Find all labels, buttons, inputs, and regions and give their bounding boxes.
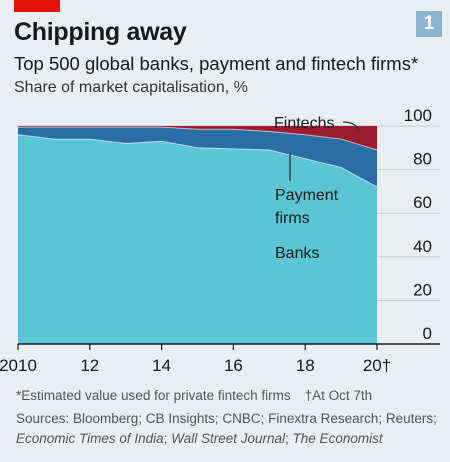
source-separator-1: ; (163, 431, 172, 446)
y-tick-label-100: 100 (404, 106, 432, 125)
chart-areas (17, 126, 378, 344)
layer-boundary-1 (17, 134, 378, 188)
x-tick-label-2014: 14 (152, 356, 171, 375)
x-tick-label-2016: 16 (224, 356, 243, 375)
source-economic-times: Economic Times of India (16, 431, 164, 446)
series-label-payment-firms-line1: Payment (275, 187, 339, 204)
series-label-banks: Banks (275, 245, 319, 262)
fintechs-leader-line (342, 121, 360, 132)
area-fintechs (18, 126, 377, 150)
chart-subtitle: Top 500 global banks, payment and fintec… (14, 53, 419, 74)
layer-boundary-2 (18, 126, 378, 151)
source-the-economist: The Economist (292, 431, 383, 446)
y-tick-label-80: 80 (413, 150, 432, 169)
series-label-payment-firms-line2: firms (275, 210, 310, 227)
footnote-dagger: †At Oct 7th (304, 388, 373, 403)
x-tick-label-2012: 12 (80, 356, 99, 375)
y-tick-label-20: 20 (413, 280, 432, 299)
series-label-fintechs: Fintechs (274, 115, 334, 132)
economist-red-tag (14, 0, 60, 12)
footnote: *Estimated value used for private fintec… (16, 388, 372, 403)
source-wall-street-journal: Wall Street Journal (171, 431, 286, 446)
footnote-estimated: *Estimated value used for private fintec… (16, 388, 291, 403)
chart-number-badge: 1 (416, 11, 442, 37)
area-payment-firms (18, 127, 377, 188)
y-tick-label-0: 0 (423, 324, 432, 343)
chart-title: Chipping away (14, 18, 187, 46)
sources-line2: Economic Times of India; Wall Street Jou… (16, 429, 446, 449)
y-axis-ticks: 0 20 40 60 80 100 (404, 106, 432, 343)
chart-measure-label: Share of market capitalisation, % (14, 79, 248, 96)
y-tick-label-40: 40 (413, 237, 432, 256)
x-tick-label-2010: 2010 (0, 356, 37, 375)
y-tick-label-60: 60 (413, 193, 432, 212)
x-tick-label-2018: 18 (296, 356, 315, 375)
series-labels: Fintechs Payment firms Banks (274, 115, 339, 262)
label-leaders (289, 121, 360, 181)
x-axis: 2010 12 14 16 18 20† (0, 343, 440, 375)
source-separator-2: ; (285, 431, 293, 446)
x-tick-label-2020: 20† (363, 356, 391, 375)
sources: Sources: Bloomberg; CB Insights; CNBC; F… (16, 409, 446, 449)
sources-line1: Sources: Bloomberg; CB Insights; CNBC; F… (16, 411, 437, 426)
area-banks (18, 134, 377, 344)
